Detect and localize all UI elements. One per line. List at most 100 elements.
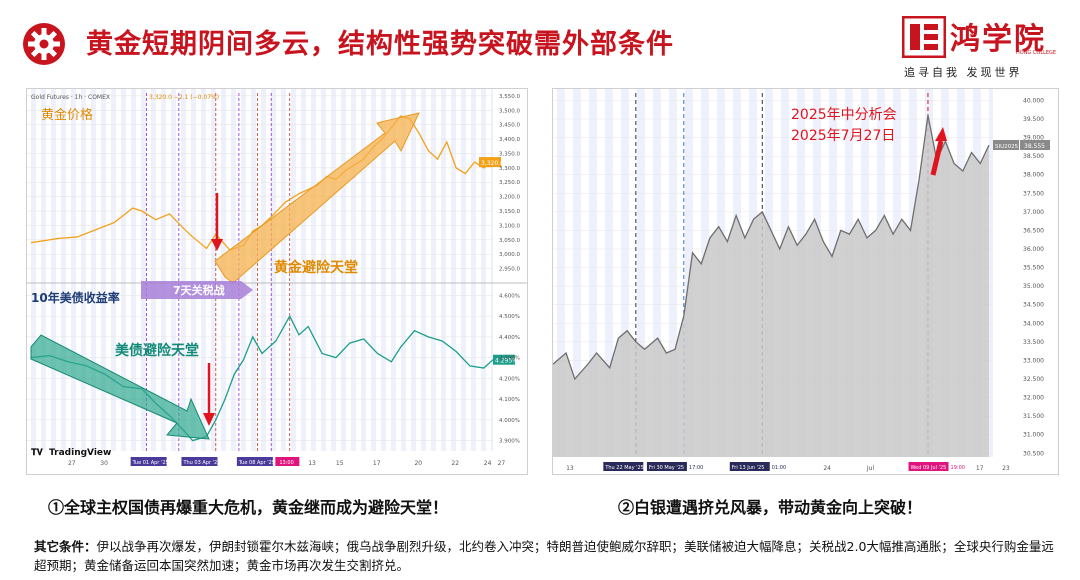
session-highlight (275, 457, 300, 466)
silver-y-tick-18: 31.000 (1023, 432, 1044, 439)
bond-y-tick-0: 4.600% (499, 293, 520, 299)
caption-left: ①全球主权国债再爆重大危机，黄金继而成为避险天堂！ (48, 498, 449, 517)
bond-y-tick-4: 4.200% (499, 376, 520, 382)
gold-y-tick-3: 3,400.0 (499, 137, 520, 143)
caption-right: ②白银遭遇挤兑风暴，带动黄金向上突破！ (618, 498, 923, 517)
silver-y-tick-11: 34.500 (1023, 302, 1044, 309)
silver-y-tick-16: 32.000 (1023, 395, 1044, 402)
tariff-war-label: 7天关税战 (173, 283, 225, 297)
gold-bond-chart: 7天关税战 3,320.0 4.295% 3,550.0 3,500.0 3,450.0… (26, 88, 528, 475)
chart-quote-label: 3,320.0 −2.1 (−0.07%) (149, 94, 219, 101)
right-x-tick-0: 13 (566, 465, 574, 472)
silver-y-tick-15: 32.500 (1023, 376, 1044, 383)
footer-conditions: 其它条件：伊以战争再次爆发，伊朗封锁霍尔木兹海峡；俄乌战争剧烈升级，北约卷入冲突… (34, 537, 1064, 575)
silver-price-tag: 38.555 (1024, 143, 1045, 150)
bond-y-tick-5: 4.100% (499, 397, 520, 403)
gold-y-tick-12: 2,950.0 (499, 267, 520, 273)
page-title: 黄金短期阴间多云，结构性强势突破需外部条件 (86, 29, 674, 60)
bond-arrow-marker-head (203, 413, 215, 426)
silver-y-tick-5: 37.500 (1023, 190, 1044, 197)
silver-y-tick-14: 33.000 (1023, 357, 1044, 364)
x-tick-2: Tue 01 Apr '25 (132, 460, 169, 466)
analysis-meeting-date: 2025年7月27日 (791, 128, 895, 144)
session-box-2 (130, 457, 167, 466)
gold-y-tick-5: 3,300.0 (499, 166, 520, 172)
silver-y-tick-12: 34.000 (1023, 320, 1044, 327)
chart-source-label: Gold Futures · 1h · COMEX (31, 94, 110, 101)
svg-text:TradingView: TradingView (49, 448, 111, 458)
gold-y-tick-7: 3,200.0 (499, 195, 520, 201)
bond-y-tick-2: 4.400% (499, 335, 520, 341)
bond-value-tag: 4.295% (495, 358, 518, 365)
right-x-tick-7: 17 (976, 465, 984, 472)
silver-breakout-arrow (930, 140, 944, 176)
right-x-tick-3: Fri 13 Jun '25 (732, 465, 765, 471)
gold-price-line (30, 115, 494, 251)
silver-y-tick-8: 36.000 (1023, 246, 1044, 253)
gold-y-tick-4: 3,350.0 (499, 151, 520, 157)
x-tick-11: 27 (498, 460, 506, 467)
silver-y-tick-17: 31.500 (1023, 413, 1044, 420)
bond-y-tick-6: 4.000% (499, 418, 520, 424)
gold-price-label: 黄金价格 (41, 107, 93, 123)
right-session-box-2 (646, 462, 687, 471)
tradingview-logo: 𝐓𝐕 TradingView (31, 447, 111, 458)
session-box-3 (181, 457, 218, 466)
right-session-time-2: 01:00 (772, 465, 786, 471)
right-session-time-3: 19:00 (951, 465, 965, 471)
gear-icon (23, 23, 65, 65)
gold-y-tick-11: 3,000.0 (499, 252, 520, 258)
x-tick-0: 27 (68, 460, 76, 467)
right-x-tick-2: Fri 30 May '25 (649, 465, 684, 471)
gold-y-tick-8: 3,150.0 (499, 209, 520, 215)
silver-y-tick-6: 37.000 (1023, 209, 1044, 216)
silver-symbol-tag: SIU2025 (995, 144, 1019, 150)
bond-y-tick-1: 4.500% (499, 314, 520, 320)
right-x-tick-1: Thu 22 May '25 (604, 465, 644, 471)
svg-text:𝐓𝐕: 𝐓𝐕 (31, 447, 44, 458)
x-tick-6: 15 (336, 460, 344, 467)
right-session-time-1: 17:00 (689, 465, 703, 471)
silver-breakout-arrow-head (935, 127, 947, 141)
brand-logo: 鸿学院 HONG COLLEGE 追寻自我 发现世界 (898, 14, 1068, 79)
silver-y-tick-2: 39.000 (1023, 135, 1044, 142)
silver-y-tick-7: 36.500 (1023, 227, 1044, 234)
silver-area-fill (553, 115, 989, 458)
brand-english-name: HONG COLLEGE (1016, 50, 1057, 56)
analysis-meeting-label: 2025年中分析会 (791, 107, 897, 123)
x-tick-9: 22 (451, 460, 459, 467)
gold-y-tick-1: 3,500.0 (499, 108, 520, 114)
bond-value-tag-box (493, 354, 515, 365)
bond-yield-label: 10年美债收益率 (31, 290, 120, 305)
gold-y-tick-9: 3,100.0 (499, 223, 520, 229)
silver-y-tick-13: 33.500 (1023, 339, 1044, 346)
x-tick-10: 24 (484, 460, 492, 467)
x-tick-5: 13 (308, 460, 316, 467)
gold-y-tick-2: 3,450.0 (499, 123, 520, 129)
gold-price-tag-box (479, 157, 501, 168)
gold-arrow-marker-head (211, 239, 223, 251)
x-tick-1: 30 (100, 460, 108, 467)
gold-y-tick-6: 3,250.0 (499, 180, 520, 186)
x-tick-7: 17 (373, 460, 381, 467)
gold-y-tick-0: 3,550.0 (499, 94, 520, 100)
bond-y-tick-3: 4.300% (499, 356, 520, 362)
brand-slogan: 追寻自我 发现世界 (904, 66, 1023, 79)
tariff-war-bar (141, 281, 253, 299)
silver-y-tick-0: 40.000 (1023, 97, 1044, 104)
right-x-tick-5: Jul (866, 465, 875, 472)
right-session-box-1 (603, 462, 644, 471)
brand-seal-icon (902, 16, 946, 58)
silver-price-line (553, 115, 990, 381)
silver-y-tick-9: 35.500 (1023, 265, 1044, 272)
right-session-box-3 (729, 462, 770, 471)
session-box-4 (236, 457, 273, 466)
gold-haven-label: 黄金避险天堂 (274, 259, 358, 276)
silver-symbol-tag-box (993, 140, 1019, 150)
silver-y-tick-1: 39.500 (1023, 116, 1044, 123)
right-x-tick-6: Wed 09 Jul '25 (911, 465, 947, 471)
gold-y-tick-10: 3,050.0 (499, 238, 520, 244)
x-tick-4: Tue 08 Apr '25 (238, 460, 275, 466)
gold-up-arrow (214, 112, 420, 284)
right-session-box-6 (908, 462, 949, 471)
